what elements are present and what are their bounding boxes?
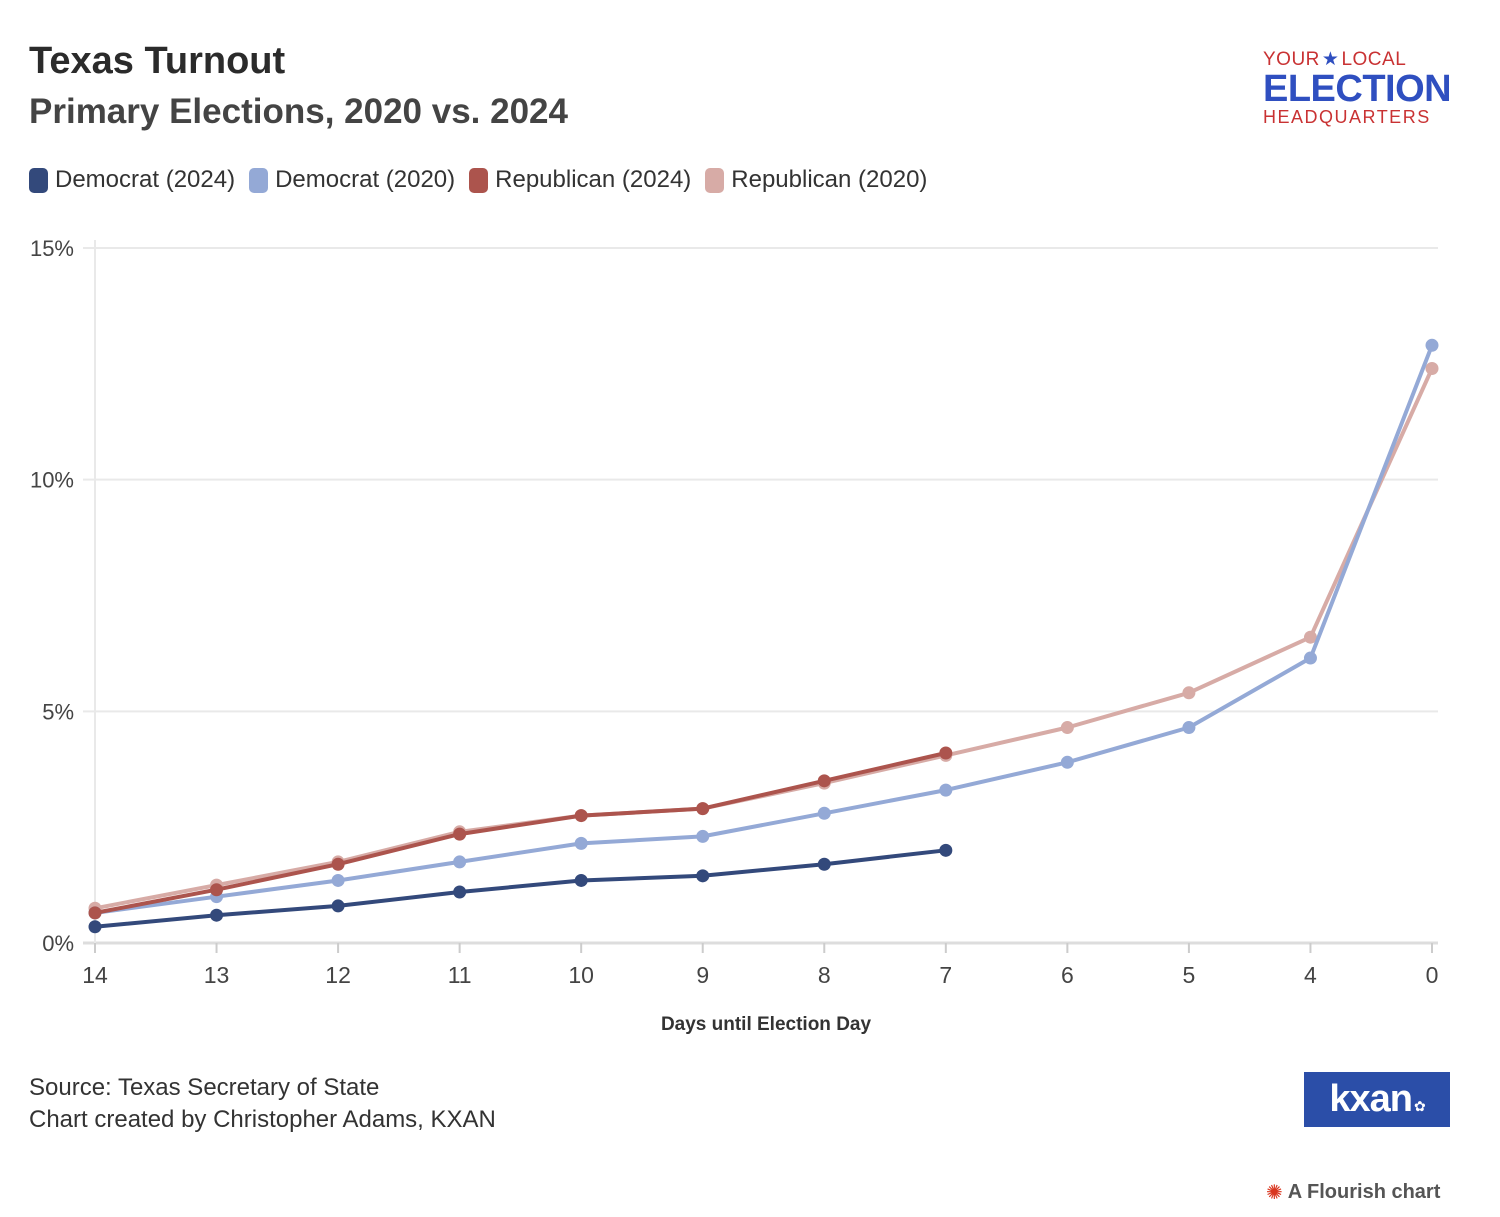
data-point [1425, 361, 1439, 375]
series-layer [88, 338, 1439, 934]
series-democrat-2020 [88, 338, 1439, 920]
logo-your-text: YOUR [1263, 48, 1320, 70]
data-point [88, 906, 102, 920]
data-point [1182, 686, 1196, 700]
data-point [817, 774, 831, 788]
y-tick-label: 0% [42, 931, 74, 956]
legend-label: Democrat (2020) [275, 166, 456, 193]
legend-label: Republican (2020) [731, 166, 928, 193]
data-point [210, 883, 224, 897]
election-headquarters-logo: YOUR ★ LOCAL ELECTION HEADQUARTERS [1263, 48, 1452, 128]
legend-swatch [249, 167, 269, 193]
axis-layer: 0% 5% 10% 15% 14 13 12 11 10 9 8 7 6 5 4 0 [30, 236, 1438, 988]
flourish-label: A Flourish chart [1287, 1181, 1441, 1203]
data-point [696, 802, 710, 816]
legend-item-republican-2024[interactable]: Republican (2024) [469, 166, 691, 194]
x-tick-label: 10 [568, 962, 594, 988]
series-line [93, 751, 948, 915]
chart-title: Texas Turnout [29, 40, 286, 82]
x-tick-label: 5 [1183, 962, 1196, 988]
x-tick-label: 0 [1426, 962, 1439, 988]
data-point [88, 920, 102, 934]
x-axis-title: Days until Election Day [661, 1014, 872, 1035]
data-point [1060, 755, 1074, 769]
peacock-icon: ✿ [1413, 1098, 1426, 1114]
data-point [331, 899, 345, 913]
data-point [939, 843, 953, 857]
line-chart: 0% 5% 10% 15% 14 13 12 11 10 9 8 7 6 5 4 0 Days until E… [30, 236, 1439, 1035]
data-point [210, 908, 224, 922]
series-line [93, 366, 1434, 911]
data-point [574, 873, 588, 887]
data-point [1060, 721, 1074, 735]
x-tick-label: 6 [1061, 962, 1074, 988]
x-tick-label: 7 [939, 962, 952, 988]
legend-item-democrat-2020[interactable]: Democrat (2020) [249, 166, 455, 194]
x-tick-label: 11 [448, 962, 472, 988]
data-point [696, 829, 710, 843]
chart-subtitle: Primary Elections, 2020 vs. 2024 [29, 92, 568, 131]
x-tick-label: 13 [204, 962, 230, 988]
credit-text: Chart created by Christopher Adams, KXAN [29, 1106, 496, 1133]
data-point [1182, 721, 1196, 735]
data-point [453, 827, 467, 841]
series-republican-2024 [88, 746, 953, 920]
logo-top-line: YOUR ★ LOCAL [1263, 48, 1435, 71]
x-tick-label: 9 [696, 962, 709, 988]
legend-swatch [705, 167, 725, 193]
x-tick-label: 8 [818, 962, 831, 988]
logo-election-text: ELECTION [1263, 68, 1452, 110]
kxan-logo-text: kxan [1329, 1078, 1413, 1120]
y-tick-label: 10% [30, 468, 74, 493]
legend-item-republican-2020[interactable]: Republican (2020) [705, 166, 927, 194]
data-point [1425, 338, 1439, 352]
logo-headquarters-text: HEADQUARTERS [1263, 107, 1431, 127]
logo-local-text: LOCAL [1341, 48, 1407, 70]
data-point [453, 855, 467, 869]
series-republican-2020 [88, 361, 1439, 915]
data-point [1303, 630, 1317, 644]
series-democrat-2024 [88, 843, 953, 934]
x-tick-label: 4 [1304, 962, 1317, 988]
legend-swatch [29, 167, 48, 193]
series-line [93, 848, 948, 929]
data-point [817, 857, 831, 871]
series-line [93, 343, 1434, 915]
flourish-icon: ✺ [1266, 1182, 1283, 1204]
flourish-credit-link[interactable]: ✺ A Flourish chart [1266, 1180, 1440, 1205]
kxan-logo[interactable]: kxan ✿ [1304, 1072, 1450, 1127]
y-tick-label: 15% [30, 236, 74, 261]
legend-item-democrat-2024[interactable]: Democrat (2024) [29, 166, 235, 194]
source-text: Source: Texas Secretary of State [29, 1074, 380, 1101]
data-point [817, 806, 831, 820]
data-point [453, 885, 467, 899]
data-point [696, 869, 710, 883]
data-point [331, 873, 345, 887]
data-point [1303, 651, 1317, 665]
data-point [574, 809, 588, 823]
star-icon: ★ [1321, 49, 1340, 70]
legend-swatch [469, 167, 489, 193]
y-tick-label: 5% [42, 699, 74, 724]
legend-label: Democrat (2024) [55, 166, 236, 193]
legend-label: Republican (2024) [495, 166, 692, 193]
data-point [574, 836, 588, 850]
chart-legend: Democrat (2024) Democrat (2020) Republic… [29, 166, 941, 194]
x-tick-label: 12 [325, 962, 351, 988]
data-point [939, 746, 953, 760]
data-point [939, 783, 953, 797]
grid-layer [83, 240, 1438, 945]
data-point [331, 857, 345, 871]
source-note: Source: Texas Secretary of State Chart c… [29, 1072, 496, 1136]
x-tick-label: 14 [82, 962, 108, 988]
